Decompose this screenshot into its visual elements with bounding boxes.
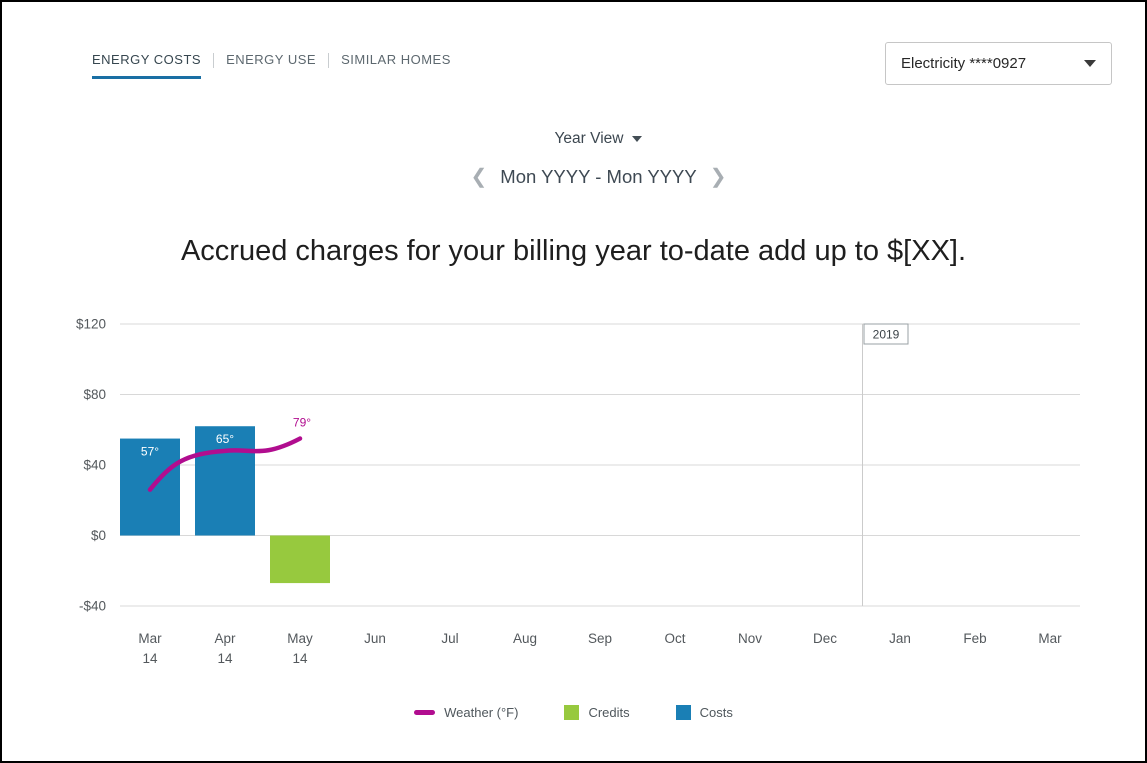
legend-item-costs: Costs bbox=[675, 705, 733, 720]
weather-point-label: 65° bbox=[216, 432, 234, 446]
x-axis-tick-label: Aug bbox=[513, 631, 537, 646]
account-dropdown-value: Electricity ****0927 bbox=[901, 55, 1027, 72]
year-view-dropdown[interactable]: Year View bbox=[555, 130, 643, 148]
x-axis-tick-label: Oct bbox=[664, 631, 685, 646]
legend-item-credits: Credits bbox=[564, 705, 630, 720]
x-axis-tick-label: Nov bbox=[738, 631, 762, 646]
tab-energy-use[interactable]: ENERGY USE bbox=[226, 52, 316, 79]
x-axis-tick-label: Jul bbox=[441, 631, 458, 646]
weather-line-icon bbox=[414, 710, 436, 715]
next-period-button[interactable]: ❯ bbox=[709, 166, 727, 188]
x-axis-tick-label: 14 bbox=[292, 651, 308, 666]
x-axis-tick-label: Jun bbox=[364, 631, 386, 646]
weather-point-label: 79° bbox=[293, 416, 311, 430]
year-marker-label: 2019 bbox=[873, 328, 900, 342]
x-axis-tick-label: 14 bbox=[217, 651, 233, 666]
x-axis-tick-label: Mar bbox=[1038, 631, 1062, 646]
previous-period-button[interactable]: ❮ bbox=[470, 166, 488, 188]
period-label: Mon YYYY - Mon YYYY bbox=[500, 166, 697, 187]
costs-swatch-icon bbox=[675, 705, 691, 720]
costs-bar[interactable] bbox=[195, 426, 255, 536]
x-axis-tick-label: Sep bbox=[588, 631, 612, 646]
legend-item-weather: Weather (°F) bbox=[414, 705, 518, 720]
x-axis-tick-label: Dec bbox=[813, 631, 837, 646]
credits-bar[interactable] bbox=[270, 535, 330, 584]
x-axis-tick-label: Apr bbox=[214, 631, 236, 646]
tab-energy-costs[interactable]: ENERGY COSTS bbox=[92, 52, 202, 79]
year-view-label: Year View bbox=[554, 130, 624, 147]
legend-credits-label: Credits bbox=[588, 705, 630, 720]
y-axis-tick-label: $0 bbox=[91, 528, 106, 543]
weather-point-label: 57° bbox=[141, 445, 159, 459]
view-selector-row: Year View bbox=[2, 130, 1145, 148]
account-dropdown[interactable]: Electricity ****0927 bbox=[885, 42, 1112, 85]
legend-costs-label: Costs bbox=[699, 705, 733, 720]
energy-cost-chart[interactable]: $120 $80 $40 $0 -$40 2019 57° 65° 79° Mar 14 Apr 14 M… bbox=[2, 302, 1147, 687]
chevron-down-icon bbox=[632, 136, 643, 142]
tab-energy-costs-label: ENERGY COSTS bbox=[92, 52, 202, 67]
x-axis-tick-label: 14 bbox=[142, 651, 158, 666]
tab-bar: ENERGY COSTS ENERGY USE SIMILAR HOMES bbox=[92, 52, 451, 79]
chevron-down-icon bbox=[1084, 60, 1096, 67]
x-axis-tick-label: Jan bbox=[889, 631, 911, 646]
x-axis-tick-label: May bbox=[287, 631, 313, 646]
x-axis-tick-label: Feb bbox=[963, 631, 986, 646]
accrued-charges-headline: Accrued charges for your billing year to… bbox=[180, 235, 967, 267]
y-axis-tick-label: $40 bbox=[83, 458, 106, 473]
tab-divider bbox=[328, 53, 330, 68]
credits-swatch-icon bbox=[564, 705, 580, 720]
y-axis-tick-label: $80 bbox=[83, 387, 106, 402]
x-axis-tick-label: Mar bbox=[138, 631, 162, 646]
tab-energy-use-label: ENERGY USE bbox=[226, 52, 317, 67]
tab-similar-homes-label: SIMILAR HOMES bbox=[341, 52, 451, 67]
legend-weather-label: Weather (°F) bbox=[444, 705, 519, 720]
tab-similar-homes[interactable]: SIMILAR HOMES bbox=[341, 52, 451, 79]
year-marker-box bbox=[863, 323, 909, 345]
period-nav-row: ❮ Mon YYYY - Mon YYYY ❯ bbox=[2, 166, 1145, 188]
chart-legend: Weather (°F) Credits Costs bbox=[2, 705, 1145, 720]
weather-line[interactable] bbox=[147, 436, 303, 492]
y-axis-tick-label: -$40 bbox=[79, 599, 106, 614]
y-axis-tick-label: $120 bbox=[76, 317, 106, 332]
period-nav: ❮ Mon YYYY - Mon YYYY ❯ bbox=[471, 166, 727, 188]
tab-divider bbox=[213, 53, 215, 68]
